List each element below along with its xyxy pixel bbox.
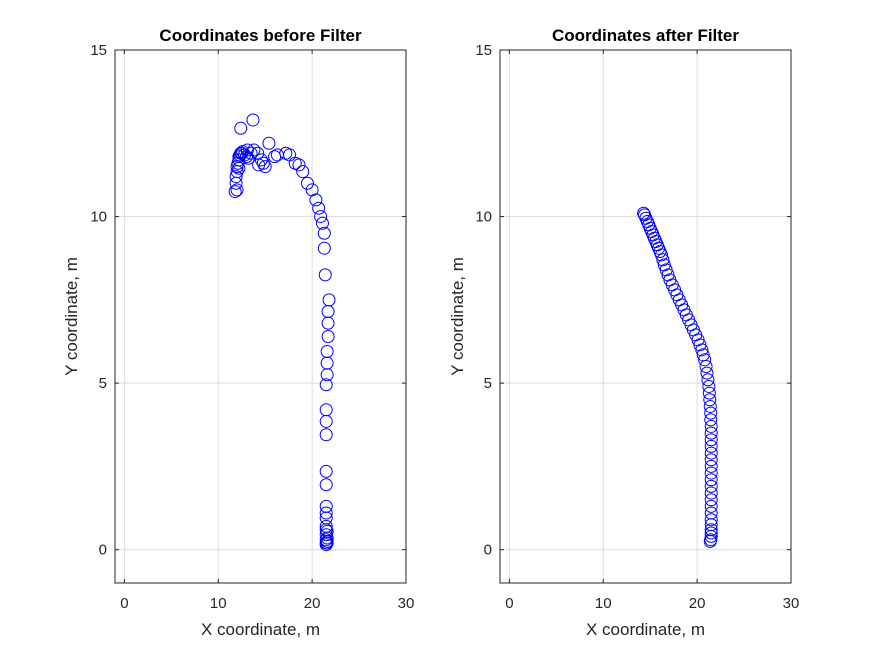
x-axis-label: X coordinate, m: [201, 620, 320, 639]
data-point: [230, 183, 244, 197]
y-axis-label: Y coordinate, m: [448, 257, 467, 376]
x-tick-label: 0: [505, 595, 513, 612]
x-tick-label: 20: [689, 595, 706, 612]
data-point: [695, 343, 709, 357]
y-tick-label: 10: [90, 209, 107, 226]
data-point: [704, 453, 718, 467]
data-point: [320, 368, 334, 382]
data-point: [228, 185, 242, 199]
data-point: [319, 414, 333, 428]
data-point: [656, 253, 670, 267]
data-point: [296, 165, 310, 179]
data-point: [704, 433, 718, 447]
data-point: [315, 216, 329, 230]
data-point: [319, 478, 333, 492]
plot-area: [115, 50, 406, 583]
data-point: [247, 143, 261, 157]
data-point: [314, 210, 328, 224]
data-point: [305, 183, 319, 197]
x-tick-label: 30: [398, 595, 415, 612]
y-tick-label: 15: [475, 42, 492, 59]
data-point: [704, 466, 718, 480]
data-point: [312, 201, 326, 215]
x-tick-label: 10: [210, 595, 227, 612]
data-point: [319, 464, 333, 478]
data-point: [702, 379, 716, 393]
data-point: [319, 428, 333, 442]
plot-area: [500, 50, 791, 583]
y-tick-label: 15: [90, 42, 107, 59]
data-point: [704, 426, 718, 440]
data-point: [317, 241, 331, 255]
data-point: [703, 534, 717, 548]
data-point: [300, 176, 314, 190]
x-tick-label: 10: [595, 595, 612, 612]
data-point: [262, 136, 276, 150]
data-point: [292, 158, 306, 172]
x-tick-label: 20: [304, 595, 321, 612]
data-point: [321, 316, 335, 330]
data-point: [703, 393, 717, 407]
y-tick-label: 0: [484, 542, 492, 559]
right-plot: 0 10 20 30 0 5 10 15 Coordinates after Filter X…: [448, 26, 799, 639]
data-point: [321, 329, 335, 343]
chart-title: Coordinates before Filter: [159, 26, 362, 45]
data-point: [704, 419, 718, 433]
data-point: [256, 156, 270, 170]
data-point: [699, 359, 713, 373]
data-point: [318, 268, 332, 282]
data-point: [704, 526, 718, 540]
data-point: [244, 146, 258, 160]
data-point: [654, 248, 668, 262]
data-point: [319, 378, 333, 392]
x-axis-label: X coordinate, m: [586, 620, 705, 639]
data-point: [704, 406, 718, 420]
data-point: [704, 486, 718, 500]
data-point: [317, 226, 331, 240]
chart-title: Coordinates after Filter: [552, 26, 739, 45]
data-point: [704, 479, 718, 493]
data-point: [229, 170, 243, 184]
data-point: [234, 121, 248, 135]
data-point: [704, 493, 718, 507]
data-point: [704, 439, 718, 453]
data-point: [704, 446, 718, 460]
data-point: [232, 161, 246, 175]
data-point: [319, 506, 333, 520]
data-point: [704, 473, 718, 487]
x-tick-label: 0: [120, 595, 128, 612]
y-tick-label: 5: [99, 375, 107, 392]
data-point: [258, 160, 272, 174]
data-point: [309, 193, 323, 207]
data-point: [240, 143, 254, 157]
y-tick-label: 0: [99, 542, 107, 559]
data-point: [698, 353, 712, 367]
data-point: [319, 538, 333, 552]
data-point: [702, 386, 716, 400]
data-point: [320, 536, 334, 550]
data-point: [704, 513, 718, 527]
data-point: [704, 459, 718, 473]
data-point: [320, 531, 334, 545]
x-tick-label: 30: [783, 595, 800, 612]
data-point: [704, 413, 718, 427]
data-point: [701, 373, 715, 387]
y-tick-label: 10: [475, 209, 492, 226]
data-point: [704, 499, 718, 513]
axes-box: [499, 49, 792, 584]
data-point: [700, 366, 714, 380]
axes-box: [114, 49, 407, 584]
y-axis-label: Y coordinate, m: [62, 257, 81, 376]
data-point: [246, 113, 260, 127]
y-tick-label: 5: [484, 375, 492, 392]
data-point: [703, 399, 717, 413]
